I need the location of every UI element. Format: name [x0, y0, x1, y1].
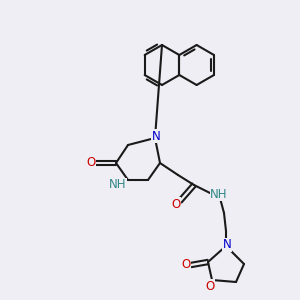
Text: O: O [86, 157, 96, 169]
Text: O: O [182, 259, 190, 272]
Text: O: O [171, 197, 181, 211]
Text: NH: NH [109, 178, 127, 191]
Text: N: N [152, 130, 160, 142]
Text: O: O [206, 280, 214, 292]
Text: N: N [223, 238, 231, 251]
Text: NH: NH [210, 188, 228, 200]
